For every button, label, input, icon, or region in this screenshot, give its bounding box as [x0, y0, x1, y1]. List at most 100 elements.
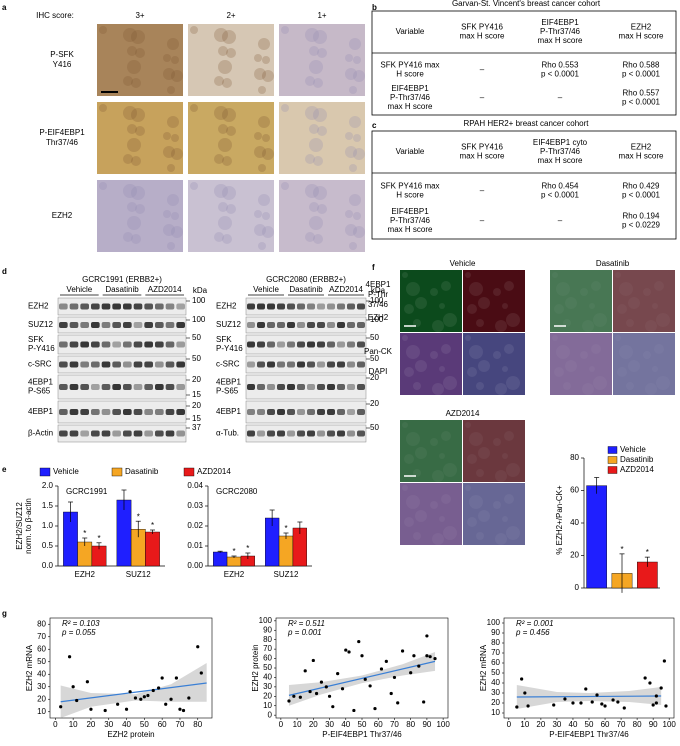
y-tick-label: 20 [263, 691, 272, 700]
row-label: Y416 [53, 60, 72, 69]
ihc-texture [218, 138, 232, 152]
y-tick-label: 40 [37, 669, 46, 678]
ihc-texture [163, 146, 175, 158]
micrograph-texture [617, 304, 627, 314]
ihc-texture [353, 148, 365, 160]
micrograph-texture [441, 281, 451, 291]
table-cell: max H score [388, 225, 433, 234]
kda-marker: 20 [192, 401, 201, 410]
data-point [89, 707, 93, 711]
micrograph [400, 420, 462, 482]
blot-band [155, 384, 164, 390]
blot-band [176, 341, 185, 348]
ihc-texture [258, 164, 266, 172]
significance: * [97, 534, 100, 543]
x-axis-label: P-EIF4EBP1 Thr37/46 [322, 730, 402, 739]
data-point [389, 691, 393, 696]
data-point [59, 705, 63, 709]
table-header: max H score [460, 32, 505, 41]
table-border [371, 130, 677, 240]
lane-group: Dasatinib [105, 285, 139, 294]
blot-band [59, 322, 68, 328]
blot-band [165, 341, 175, 348]
ihc-texture [131, 234, 141, 244]
micrograph-texture [430, 351, 438, 359]
blot-strip [57, 355, 187, 374]
blot-band [155, 341, 164, 348]
micrograph-texture [439, 516, 445, 522]
micrograph-texture [404, 454, 414, 464]
kda-marker: 15 [192, 390, 201, 399]
ihc-texture [214, 76, 224, 86]
data-point [340, 687, 345, 691]
table-cell: H score [396, 70, 424, 79]
fit-line [516, 695, 662, 698]
y-tick-label: 20 [37, 694, 46, 703]
data-point [571, 701, 575, 705]
table-title: Garvan-St. Vincent's breast cancer cohor… [452, 0, 601, 8]
data-point [199, 671, 203, 675]
data-point [425, 634, 429, 638]
data-point [327, 694, 332, 698]
table-cell: Rho 0.557 [623, 89, 660, 98]
ihc-texture [218, 124, 228, 134]
blot-band [357, 361, 365, 368]
x-tick-label: 80 [406, 720, 415, 729]
data-point [128, 690, 132, 694]
blot-band [69, 303, 79, 310]
ihc-texture [226, 204, 236, 214]
blot-band [112, 430, 121, 437]
ihc-texture [163, 224, 175, 236]
micrograph-texture [493, 501, 501, 509]
blot-band [80, 409, 89, 415]
blot-band [297, 384, 305, 390]
ihc-texture [123, 76, 133, 86]
lane-group: Vehicle [66, 285, 92, 294]
blot-band [165, 430, 175, 437]
blot-band [257, 361, 265, 368]
blot-band [176, 303, 185, 310]
lane-group: AZD2014 [148, 285, 182, 294]
blot-row-label: 4EBP1 [28, 378, 53, 387]
blot-band [133, 303, 143, 310]
bar [226, 556, 242, 567]
blot-band [155, 409, 164, 415]
blot-band [123, 303, 132, 310]
ihc-texture [123, 154, 133, 164]
y-tick-label: 0.02 [187, 521, 203, 530]
table-header: max H score [538, 156, 583, 165]
ihc-texture [214, 184, 228, 198]
ihc-texture [254, 224, 266, 236]
legend-label: Dasatinib [620, 455, 654, 464]
data-point [151, 688, 155, 693]
blot-band [297, 322, 305, 328]
blot-strip [245, 400, 367, 424]
table-cell: Rho 0.553 [542, 61, 579, 70]
micrograph-texture [404, 304, 414, 314]
table-cell: – [480, 186, 485, 195]
blot-band [123, 430, 132, 437]
data-point [196, 645, 200, 649]
micrograph-texture [654, 281, 664, 291]
blot-band [101, 361, 111, 368]
micrograph-texture [565, 360, 577, 372]
stat-annotation: R² = 0.103 [62, 619, 100, 628]
ihc-texture [309, 202, 319, 212]
ihc-score: 3+ [135, 11, 144, 20]
data-point [417, 664, 421, 668]
y-tick-label: 30 [491, 688, 500, 697]
blot-band [123, 341, 132, 348]
blot-strip [57, 316, 187, 334]
micrograph-texture [467, 517, 477, 527]
data-point [664, 704, 668, 708]
kda-marker: 50 [192, 333, 201, 342]
blot-band [91, 430, 100, 437]
blot-band [123, 384, 132, 390]
micrograph-texture [617, 367, 627, 377]
legend-label: Vehicle [53, 467, 79, 476]
data-point [611, 698, 615, 702]
data-point [651, 703, 655, 707]
ihc-texture [163, 54, 171, 62]
micrograph [400, 270, 462, 332]
micrograph [613, 333, 675, 395]
